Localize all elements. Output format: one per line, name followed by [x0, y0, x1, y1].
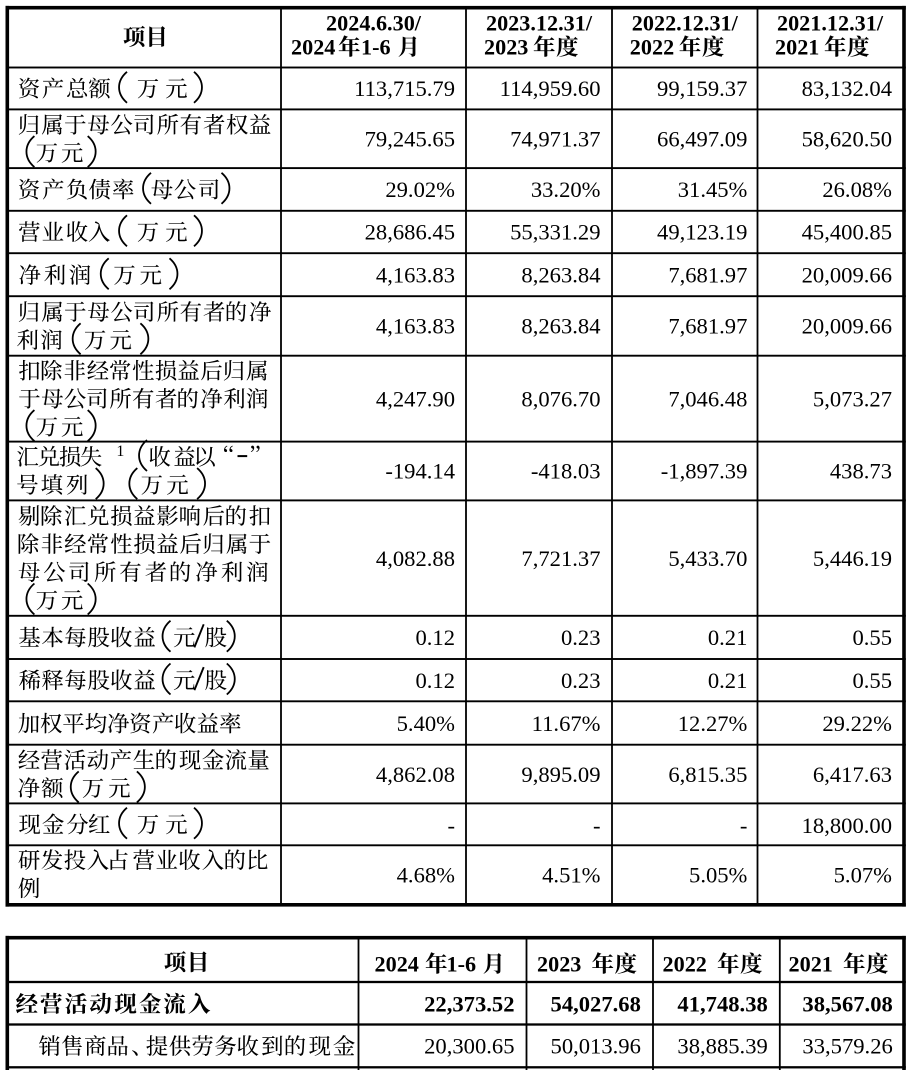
svg-text:0.23: 0.23 — [561, 625, 601, 650]
svg-text:4,163.83: 4,163.83 — [376, 263, 455, 288]
svg-text:83,132.04: 83,132.04 — [802, 76, 892, 101]
svg-text:2024: 2024 — [375, 951, 419, 976]
svg-text:55,331.29: 55,331.29 — [510, 220, 600, 245]
svg-text:5.07%: 5.07% — [834, 862, 893, 887]
svg-text:5,446.19: 5,446.19 — [813, 546, 892, 571]
svg-text:12.27%: 12.27% — [678, 711, 748, 736]
svg-text:20,009.66: 20,009.66 — [802, 263, 892, 288]
svg-text:2024: 2024 — [291, 34, 335, 59]
svg-text:7,721.37: 7,721.37 — [521, 546, 600, 571]
svg-text:41,748.38: 41,748.38 — [677, 992, 767, 1017]
svg-text:33.20%: 33.20% — [531, 177, 601, 202]
svg-text:6,417.63: 6,417.63 — [813, 762, 892, 787]
svg-text:11.67%: 11.67% — [532, 711, 601, 736]
svg-text:5.40%: 5.40% — [397, 711, 456, 736]
svg-text:0.23: 0.23 — [561, 668, 601, 693]
svg-text:2022.12.31/: 2022.12.31/ — [632, 10, 739, 35]
svg-text:2021: 2021 — [789, 951, 833, 976]
svg-text:20,009.66: 20,009.66 — [802, 314, 892, 339]
svg-text:4,163.83: 4,163.83 — [376, 314, 455, 339]
svg-text:54,027.68: 54,027.68 — [551, 992, 641, 1017]
svg-text:5.05%: 5.05% — [689, 862, 748, 887]
svg-text:8,076.70: 8,076.70 — [521, 386, 600, 411]
svg-text:438.73: 438.73 — [830, 459, 892, 484]
svg-text:29.22%: 29.22% — [822, 711, 892, 736]
svg-text:4,082.88: 4,082.88 — [376, 546, 455, 571]
svg-text:31.45%: 31.45% — [678, 177, 748, 202]
svg-text:45,400.85: 45,400.85 — [802, 220, 892, 245]
svg-text:0.55: 0.55 — [852, 625, 892, 650]
svg-text:4.51%: 4.51% — [542, 862, 601, 887]
svg-text:2021: 2021 — [775, 34, 819, 59]
svg-text:7,681.97: 7,681.97 — [668, 314, 747, 339]
svg-text:8,263.84: 8,263.84 — [521, 263, 600, 288]
svg-text:2024.6.30/: 2024.6.30/ — [326, 10, 422, 35]
svg-text:74,971.37: 74,971.37 — [510, 126, 600, 151]
svg-text:1-6: 1-6 — [361, 34, 391, 59]
svg-text:9,895.09: 9,895.09 — [521, 762, 600, 787]
svg-text:0.21: 0.21 — [708, 668, 748, 693]
svg-text:5,073.27: 5,073.27 — [813, 386, 892, 411]
svg-text:0.21: 0.21 — [708, 625, 748, 650]
svg-text:7,681.97: 7,681.97 — [668, 263, 747, 288]
svg-text:8,263.84: 8,263.84 — [521, 314, 600, 339]
svg-text:49,123.19: 49,123.19 — [657, 220, 747, 245]
svg-text:50,013.96: 50,013.96 — [551, 1034, 641, 1059]
svg-text:2021.12.31/: 2021.12.31/ — [777, 10, 884, 35]
svg-text:29.02%: 29.02% — [385, 177, 455, 202]
svg-text:113,715.79: 113,715.79 — [354, 76, 455, 101]
svg-text:28,686.45: 28,686.45 — [365, 220, 455, 245]
svg-text:4,862.08: 4,862.08 — [376, 762, 455, 787]
svg-text:1: 1 — [116, 443, 124, 460]
svg-text:66,497.09: 66,497.09 — [657, 126, 747, 151]
svg-text:79,245.65: 79,245.65 — [365, 126, 455, 151]
svg-text:18,800.00: 18,800.00 — [802, 813, 892, 838]
svg-text:-1,897.39: -1,897.39 — [661, 459, 748, 484]
svg-text:26.08%: 26.08% — [822, 177, 892, 202]
svg-text:0.12: 0.12 — [415, 625, 455, 650]
svg-text:38,885.39: 38,885.39 — [677, 1034, 767, 1059]
svg-text:114,959.60: 114,959.60 — [500, 76, 601, 101]
svg-text:2023.12.31/: 2023.12.31/ — [486, 10, 593, 35]
svg-text:2023: 2023 — [484, 34, 528, 59]
svg-text:99,159.37: 99,159.37 — [657, 76, 747, 101]
svg-text:6,815.35: 6,815.35 — [668, 762, 747, 787]
svg-text:5,433.70: 5,433.70 — [668, 546, 747, 571]
svg-text:20,300.65: 20,300.65 — [424, 1034, 514, 1059]
svg-text:-194.14: -194.14 — [385, 459, 455, 484]
svg-text:0.12: 0.12 — [415, 668, 455, 693]
svg-text:-418.03: -418.03 — [531, 459, 601, 484]
svg-text:2022: 2022 — [630, 34, 674, 59]
svg-text:4,247.90: 4,247.90 — [376, 386, 455, 411]
svg-text:2022: 2022 — [663, 951, 707, 976]
svg-text:33,579.26: 33,579.26 — [802, 1034, 892, 1059]
svg-text:58,620.50: 58,620.50 — [802, 126, 892, 151]
svg-text:-: - — [593, 813, 601, 838]
svg-text:38,567.08: 38,567.08 — [802, 992, 892, 1017]
svg-text:4.68%: 4.68% — [397, 862, 456, 887]
svg-text:1-6: 1-6 — [447, 951, 477, 976]
svg-text:7,046.48: 7,046.48 — [668, 386, 747, 411]
svg-text:2023: 2023 — [537, 951, 581, 976]
svg-text:22,373.52: 22,373.52 — [424, 992, 514, 1017]
svg-text:-: - — [447, 813, 455, 838]
svg-text:-: - — [740, 813, 748, 838]
svg-text:0.55: 0.55 — [852, 668, 892, 693]
